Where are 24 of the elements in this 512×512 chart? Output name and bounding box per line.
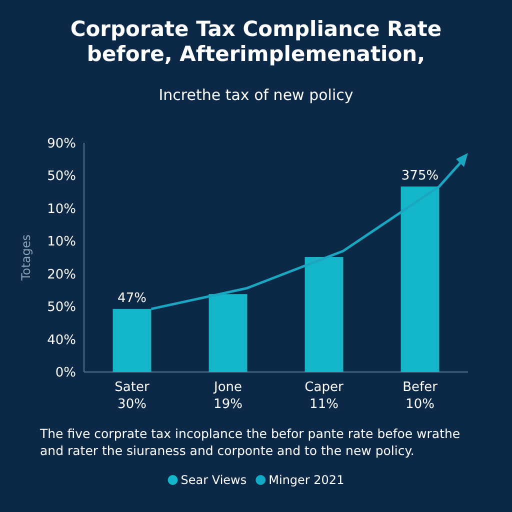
text: 40% — [47, 332, 76, 348]
text: 50% — [47, 169, 76, 184]
text: 50% — [47, 300, 76, 316]
y-axis-title: Totages — [19, 234, 33, 282]
chart-subtitle: Increthe tax of new policy — [158, 86, 354, 104]
text: The five corprate tax incoplance the befor pante rate befoe wrathe and rater the siuraness and corponte and to the new policy. — [39, 426, 460, 458]
x-tick-label: Caper 11% — [304, 380, 344, 412]
legend-label: Sear Views — [180, 473, 247, 487]
text: 0% — [55, 366, 76, 380]
x-tick-label: Jone 19% — [212, 380, 242, 412]
x-tick-label: Befer 10% — [402, 380, 438, 412]
text: 10% — [47, 202, 76, 217]
text: 10% — [47, 234, 76, 250]
annotation: 375% — [401, 168, 439, 184]
bar — [304, 256, 344, 372]
annotation: 47% — [118, 290, 146, 306]
text: 20% — [47, 267, 76, 282]
x-tick-label: Sater 30% — [114, 380, 150, 412]
bar — [112, 308, 152, 372]
legend-label: Minger 2021 — [268, 473, 344, 487]
chart-title: Corporate Tax Compliance Rate before, Afterimplemenation, — [70, 17, 442, 66]
bar — [400, 186, 440, 372]
bar — [208, 294, 248, 372]
text: 90% — [47, 136, 76, 152]
